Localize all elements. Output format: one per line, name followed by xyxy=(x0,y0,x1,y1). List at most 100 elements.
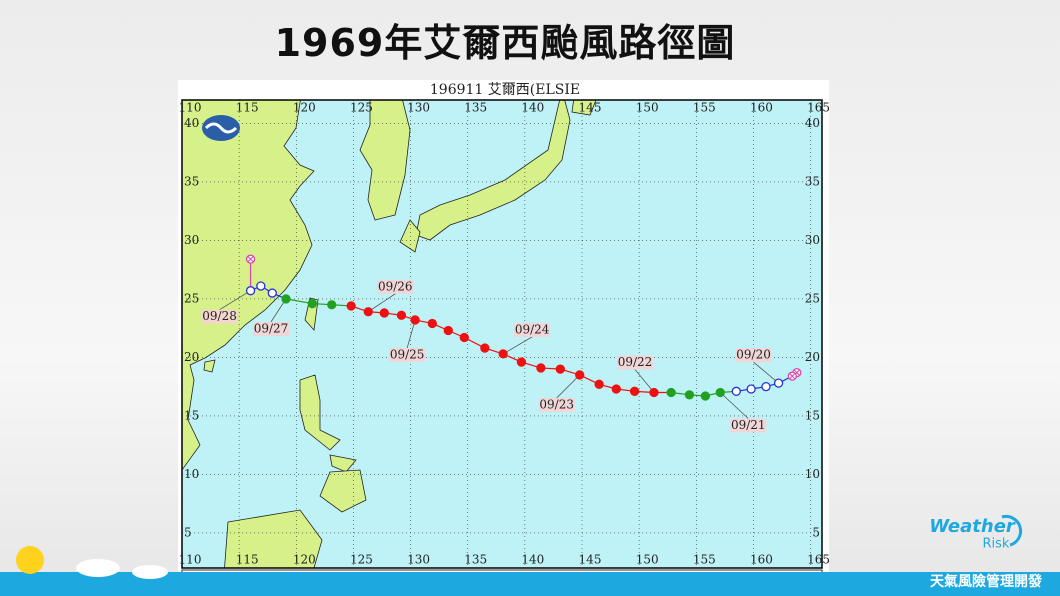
lon-tick-label: 135 xyxy=(464,101,487,115)
td-cross xyxy=(789,373,796,379)
lat-tick-label: 30 xyxy=(805,233,820,247)
track-point xyxy=(666,387,676,398)
label-leader xyxy=(368,293,396,313)
hainan xyxy=(203,359,216,373)
lat-tick-label: 5 xyxy=(184,525,192,539)
lon-tick-label: 130 xyxy=(407,101,430,115)
borneo xyxy=(224,509,323,568)
track-point xyxy=(700,391,711,401)
track-point xyxy=(611,384,621,394)
lon-tick-label: 145 xyxy=(579,553,602,567)
track-point xyxy=(649,387,659,398)
track-point xyxy=(746,384,756,394)
lon-tick-label: 165 xyxy=(807,101,830,115)
label-leader xyxy=(219,290,251,311)
track-point xyxy=(281,294,291,304)
track-point xyxy=(256,281,266,291)
date-label: 09/20 xyxy=(736,348,771,362)
slide-title: 1969年艾爾西颱風路徑圖 xyxy=(274,21,736,65)
lat-tick-label: 35 xyxy=(184,174,199,188)
lon-tick-label: 140 xyxy=(521,101,544,115)
td-cross xyxy=(247,256,254,262)
label-box xyxy=(253,321,289,336)
label-box xyxy=(538,397,575,412)
date-label: 09/25 xyxy=(390,347,425,361)
track-point xyxy=(536,363,546,373)
lon-tick-label: 135 xyxy=(464,553,487,567)
track-point xyxy=(307,298,317,309)
date-label: 09/23 xyxy=(539,397,574,411)
track-point xyxy=(516,357,527,367)
land xyxy=(182,100,597,568)
track-point xyxy=(379,308,389,318)
lat-tick-label: 10 xyxy=(805,467,820,481)
track-point xyxy=(575,370,585,380)
logo-word: Weather xyxy=(929,516,1016,537)
map-frame xyxy=(181,99,823,569)
label-box xyxy=(730,418,767,433)
label-leader xyxy=(753,361,779,384)
label-box xyxy=(201,309,238,324)
track-point xyxy=(267,288,277,298)
lat-tick-label: 10 xyxy=(184,467,199,481)
label-box xyxy=(735,348,772,363)
lat-tick-label: 25 xyxy=(184,291,199,305)
decoration xyxy=(0,514,1060,596)
lat-tick-label: 20 xyxy=(805,350,820,364)
hokkaido xyxy=(571,100,597,116)
track-point xyxy=(715,387,725,398)
lat-tick-label: 40 xyxy=(805,116,820,130)
lon-tick-label: 115 xyxy=(236,553,259,567)
lon-tick-label: 150 xyxy=(636,101,659,115)
date-label: 09/24 xyxy=(515,322,550,336)
lat-tick-label: 40 xyxy=(184,116,199,130)
label-box xyxy=(377,279,414,294)
lon-tick-label: 150 xyxy=(636,553,659,567)
track-point xyxy=(396,310,407,320)
label-leader xyxy=(406,319,416,349)
lon-tick-label: 125 xyxy=(350,553,373,567)
label-box xyxy=(389,347,426,362)
lon-tick-label: 120 xyxy=(293,101,316,115)
lon-tick-label: 160 xyxy=(750,101,773,115)
date-label: 09/26 xyxy=(378,279,413,293)
lat-tick-label: 15 xyxy=(805,408,820,422)
lon-tick-label: 140 xyxy=(521,553,544,567)
track-point xyxy=(731,386,741,396)
track-point xyxy=(327,300,337,310)
label-leader xyxy=(634,369,655,393)
lon-tick-label: 110 xyxy=(179,101,202,115)
lon-tick-label: 165 xyxy=(807,553,830,567)
agency-logo xyxy=(202,115,240,141)
track-point xyxy=(684,390,695,400)
track-point xyxy=(629,386,640,396)
date-label: 09/28 xyxy=(202,309,237,323)
track-point xyxy=(346,301,356,311)
logo-word: Risk xyxy=(983,537,1010,552)
korea xyxy=(359,100,411,221)
lon-tick-label: 120 xyxy=(293,553,316,567)
track-point xyxy=(555,364,565,374)
lat-tick-label: 15 xyxy=(184,408,199,422)
date-label: 09/22 xyxy=(618,355,653,369)
lon-tick-label: 155 xyxy=(693,553,716,567)
lon-tick-label: 145 xyxy=(579,101,602,115)
track-point xyxy=(498,349,508,359)
mainland-asia xyxy=(182,100,315,471)
lat-tick-label: 5 xyxy=(812,525,820,539)
mindanao xyxy=(319,469,367,513)
label-box xyxy=(514,322,551,337)
track: 09/20 09/21 09/22 09/23 09/24 09/25 09/26 09/27… xyxy=(201,254,802,433)
lat-tick-label: 35 xyxy=(805,174,820,188)
track-point xyxy=(443,325,453,336)
lon-tick-label: 125 xyxy=(350,101,373,115)
track-point xyxy=(761,381,771,392)
label-box xyxy=(617,355,653,370)
track-point xyxy=(480,343,490,353)
lon-tick-label: 110 xyxy=(179,553,202,567)
track-point xyxy=(427,318,437,329)
track-point xyxy=(594,379,604,389)
lat-tick-label: 30 xyxy=(184,233,199,247)
lat-tick-label: 20 xyxy=(184,350,199,364)
date-label: 09/21 xyxy=(731,418,766,432)
